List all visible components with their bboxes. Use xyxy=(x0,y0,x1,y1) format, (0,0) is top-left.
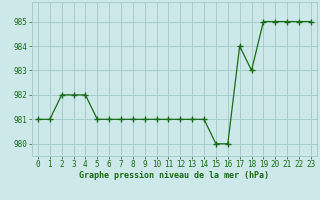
X-axis label: Graphe pression niveau de la mer (hPa): Graphe pression niveau de la mer (hPa) xyxy=(79,171,269,180)
